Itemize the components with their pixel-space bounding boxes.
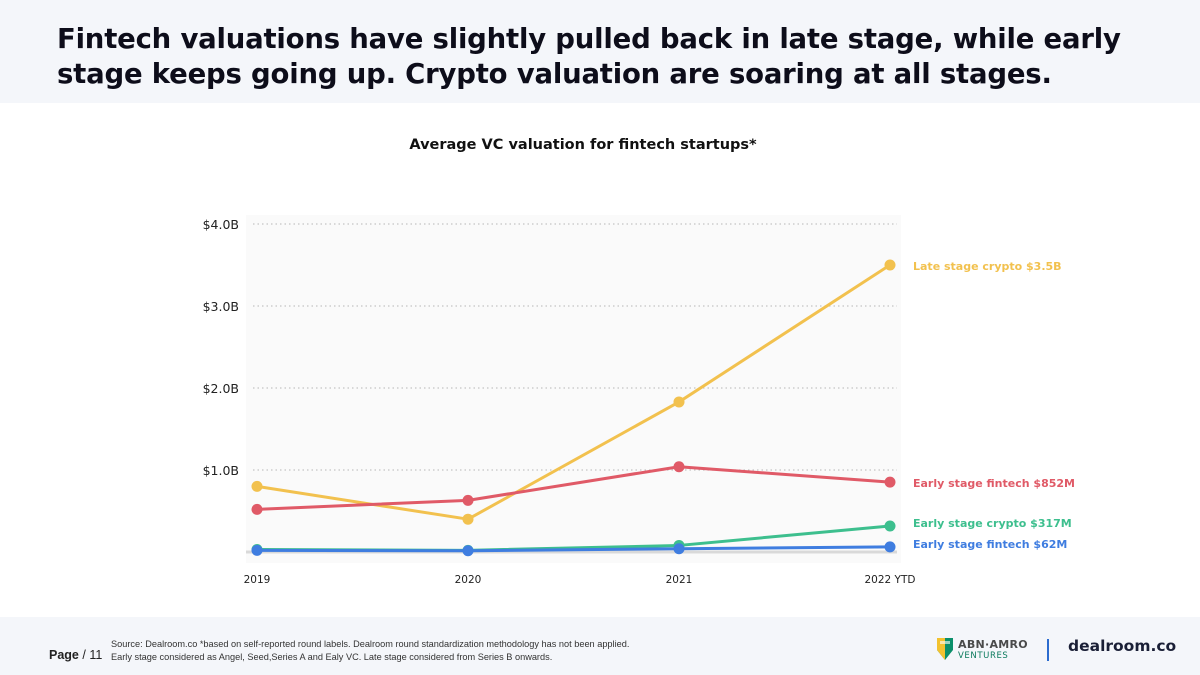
series-3-point-3 [884, 541, 896, 553]
series-0-point-0 [251, 480, 263, 492]
series-end-label-0: Late stage crypto $3.5B [913, 260, 1062, 273]
series-1-point-2 [673, 461, 685, 473]
series-end-label-1: Early stage fintech $852M [913, 477, 1075, 490]
series-0-point-3 [884, 259, 896, 271]
y-tick-label-2: $3.0B [203, 299, 239, 314]
series-line-3 [255, 545, 892, 553]
chart-panel: Average VC valuation for fintech startup… [0, 103, 1200, 617]
series-1-point-1 [462, 494, 474, 506]
series-line-1 [255, 465, 892, 511]
series-end-label-2: Early stage crypto $317M [913, 517, 1072, 530]
series-name-2: Early stage crypto [913, 517, 1030, 530]
series-0-point-1 [462, 513, 474, 525]
series-1-point-0 [251, 503, 263, 515]
abn-shield-icon [937, 638, 953, 660]
series-2-point-3 [884, 520, 896, 532]
logo-divider [1047, 639, 1049, 661]
page-number: Page / 11 [49, 648, 102, 662]
abn-sub: VENTURES [958, 651, 1009, 661]
series-value-label-3: $62M [1033, 538, 1067, 551]
x-tick-label-3: 2022 YTD [865, 574, 916, 586]
page-label: Page [49, 648, 79, 662]
x-tick-label-2: 2021 [666, 574, 693, 586]
series-name-0: Late stage crypto [913, 260, 1026, 273]
series-3-point-0 [251, 544, 263, 556]
y-tick-label-1: $2.0B [203, 381, 239, 396]
series-value-label-2: $317M [1030, 517, 1072, 530]
series-name-3: Early stage fintech [913, 538, 1033, 551]
series-name-1: Early stage fintech [913, 477, 1033, 490]
y-tick-label-0: $1.0B [203, 463, 239, 478]
slide-footer: Page / 11 Source: Dealroom.co *based on … [0, 617, 1200, 675]
x-tick-label-1: 2020 [455, 574, 482, 586]
chart-title: Average VC valuation for fintech startup… [409, 137, 757, 153]
source-line-1: Source: Dealroom.co *based on self-repor… [111, 639, 630, 649]
source-note: Source: Dealroom.co *based on self-repor… [111, 638, 831, 664]
source-line-2: Early stage considered as Angel, Seed,Se… [111, 652, 553, 662]
dealroom-logo: dealroom.co [1068, 637, 1177, 655]
slide-header: Fintech valuations have slightly pulled … [0, 0, 1200, 100]
abn-name: ABN·AMRO [958, 638, 1028, 651]
abn-amro-ventures-logo: ABN·AMRO VENTURES [937, 638, 1037, 664]
slide-headline: Fintech valuations have slightly pulled … [57, 23, 1121, 90]
series-3-point-1 [462, 545, 474, 557]
valuation-line-chart: Average VC valuation for fintech startup… [203, 137, 1075, 586]
x-tick-label-0: 2019 [244, 574, 271, 586]
plot-background [246, 215, 901, 563]
series-3-point-2 [673, 543, 685, 555]
series-value-label-0: $3.5B [1026, 260, 1062, 273]
series-line-0 [255, 263, 892, 521]
series-0-point-2 [673, 396, 685, 408]
y-tick-label-3: $4.0B [203, 217, 239, 232]
series-value-label-1: $852M [1033, 477, 1075, 490]
series-end-label-3: Early stage fintech $62M [913, 538, 1067, 551]
series-1-point-3 [884, 476, 896, 488]
page-count: / 11 [82, 648, 103, 662]
